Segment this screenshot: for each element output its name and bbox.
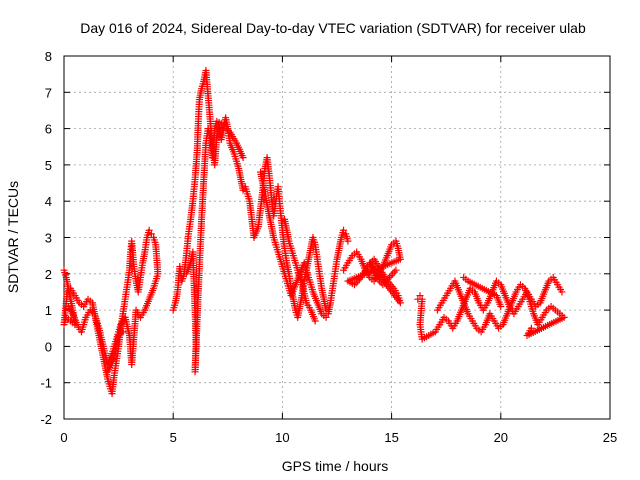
data-point bbox=[558, 288, 566, 296]
y-tick-label: 4 bbox=[45, 194, 52, 209]
data-point bbox=[311, 317, 319, 325]
data-point bbox=[147, 230, 155, 238]
data-point bbox=[119, 328, 127, 336]
data-point bbox=[392, 266, 400, 274]
x-tick-label: 10 bbox=[275, 430, 289, 445]
y-tick-label: 7 bbox=[45, 85, 52, 100]
data-point bbox=[387, 272, 395, 280]
y-tick-label: 2 bbox=[45, 267, 52, 282]
chart-title: Day 016 of 2024, Sidereal Day-to-day VTE… bbox=[80, 20, 586, 36]
y-tick-label: -2 bbox=[40, 412, 52, 427]
data-point bbox=[390, 268, 398, 276]
x-tick-label: 15 bbox=[384, 430, 398, 445]
y-tick-label: 8 bbox=[45, 49, 52, 64]
data-point bbox=[64, 302, 72, 310]
y-tick-label: 0 bbox=[45, 339, 52, 354]
axis-ticks: 0 5 10 15 20 25 -2 -1 0 1 2 3 4 5 6 7 8 bbox=[40, 49, 617, 445]
data-point bbox=[239, 154, 247, 162]
y-tick-label: 3 bbox=[45, 231, 52, 246]
data-point bbox=[344, 237, 352, 245]
y-tick-label: 5 bbox=[45, 158, 52, 173]
data-point bbox=[389, 270, 397, 278]
y-tick-label: -1 bbox=[40, 376, 52, 391]
x-axis-label: GPS time / hours bbox=[282, 458, 389, 474]
y-axis-label: SDTVAR / TECUs bbox=[5, 181, 21, 293]
data-points bbox=[60, 67, 568, 398]
data-point bbox=[322, 313, 330, 321]
x-tick-label: 0 bbox=[60, 430, 67, 445]
x-tick-label: 20 bbox=[494, 430, 508, 445]
data-point bbox=[416, 292, 424, 300]
data-point bbox=[340, 226, 348, 234]
x-tick-label: 25 bbox=[603, 430, 617, 445]
data-point bbox=[145, 226, 153, 234]
data-point bbox=[497, 302, 505, 310]
y-tick-label: 1 bbox=[45, 303, 52, 318]
y-tick-label: 6 bbox=[45, 122, 52, 137]
x-tick-label: 5 bbox=[170, 430, 177, 445]
data-point bbox=[527, 324, 535, 332]
